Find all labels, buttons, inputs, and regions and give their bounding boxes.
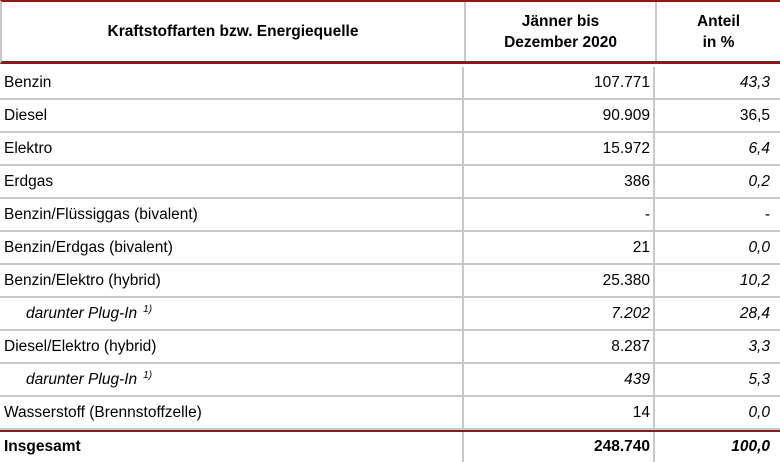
total-value: 248.740	[462, 432, 653, 462]
row-share: -	[653, 199, 780, 230]
table-row: Benzin 107.771 43,3	[0, 67, 780, 100]
row-value: 90.909	[462, 100, 653, 131]
row-share: 5,3	[653, 364, 780, 395]
row-label-sub: darunter Plug-In 1)	[0, 364, 462, 395]
total-share: 100,0	[653, 432, 780, 462]
row-value: 386	[462, 166, 653, 197]
header-fuel-type: Kraftstoffarten bzw. Energiequelle	[2, 2, 464, 61]
row-share: 3,3	[653, 331, 780, 362]
total-label: Insgesamt	[4, 438, 81, 455]
total-row: Insgesamt 248.740 100,0	[0, 430, 780, 462]
table-row: Benzin/Flüssiggas (bivalent) - -	[0, 199, 780, 232]
row-share: 0,0	[653, 397, 780, 428]
row-share: 0,0	[653, 232, 780, 263]
row-label: Benzin/Flüssiggas (bivalent)	[4, 205, 198, 223]
row-share: 28,4	[653, 298, 780, 329]
row-value: 25.380	[462, 265, 653, 296]
header-period-line1: Jänner bis	[521, 12, 600, 30]
table-row: Benzin/Erdgas (bivalent) 21 0,0	[0, 232, 780, 265]
row-label: Elektro	[4, 139, 53, 157]
row-share: 0,2	[653, 166, 780, 197]
row-value: 107.771	[462, 67, 653, 98]
table-row: Erdgas 386 0,2	[0, 166, 780, 199]
row-share: 10,2	[653, 265, 780, 296]
row-value: 7.202	[462, 298, 653, 329]
footnote-marker: 1)	[143, 370, 153, 381]
header-share-line2: in %	[702, 33, 735, 51]
table-row: Elektro 15.972 6,4	[0, 133, 780, 166]
row-label: Benzin/Elektro (hybrid)	[4, 271, 161, 289]
table-row: Wasserstoff (Brennstoffzelle) 14 0,0	[0, 397, 780, 430]
row-value: 15.972	[462, 133, 653, 164]
header-share: Anteil in %	[655, 2, 780, 61]
table-row: Diesel 90.909 36,5	[0, 100, 780, 133]
row-label-text: darunter Plug-In	[26, 304, 138, 322]
row-label: Wasserstoff (Brennstoffzelle)	[4, 403, 202, 421]
row-label: Erdgas	[4, 172, 54, 190]
table-row: darunter Plug-In 1) 439 5,3	[0, 364, 780, 397]
row-share: 6,4	[653, 133, 780, 164]
row-label-sub: darunter Plug-In 1)	[0, 298, 462, 329]
table-row: darunter Plug-In 1) 7.202 28,4	[0, 298, 780, 331]
header-fuel-type-label: Kraftstoffarten bzw. Energiequelle	[107, 23, 359, 40]
row-label: Diesel/Elektro (hybrid)	[4, 337, 157, 355]
row-value: -	[462, 199, 653, 230]
row-value: 21	[462, 232, 653, 263]
row-value: 439	[462, 364, 653, 395]
row-label: Benzin	[4, 73, 52, 91]
table-body: Benzin 107.771 43,3 Diesel 90.909 36,5 E…	[0, 67, 780, 462]
row-share: 36,5	[653, 100, 780, 131]
row-label-text: darunter Plug-In	[26, 370, 138, 388]
table-header: Kraftstoffarten bzw. Energiequelle Jänne…	[0, 0, 780, 64]
row-value: 14	[462, 397, 653, 428]
footnote-marker: 1)	[143, 304, 153, 315]
row-value: 8.287	[462, 331, 653, 362]
table-row: Benzin/Elektro (hybrid) 25.380 10,2	[0, 265, 780, 298]
header-share-line1: Anteil	[696, 12, 741, 30]
header-period-line2: Dezember 2020	[504, 33, 617, 51]
table-row: Diesel/Elektro (hybrid) 8.287 3,3	[0, 331, 780, 364]
row-share: 43,3	[653, 67, 780, 98]
header-period: Jänner bis Dezember 2020	[464, 2, 655, 61]
row-label: Benzin/Erdgas (bivalent)	[4, 238, 173, 256]
row-label: Diesel	[4, 106, 48, 124]
